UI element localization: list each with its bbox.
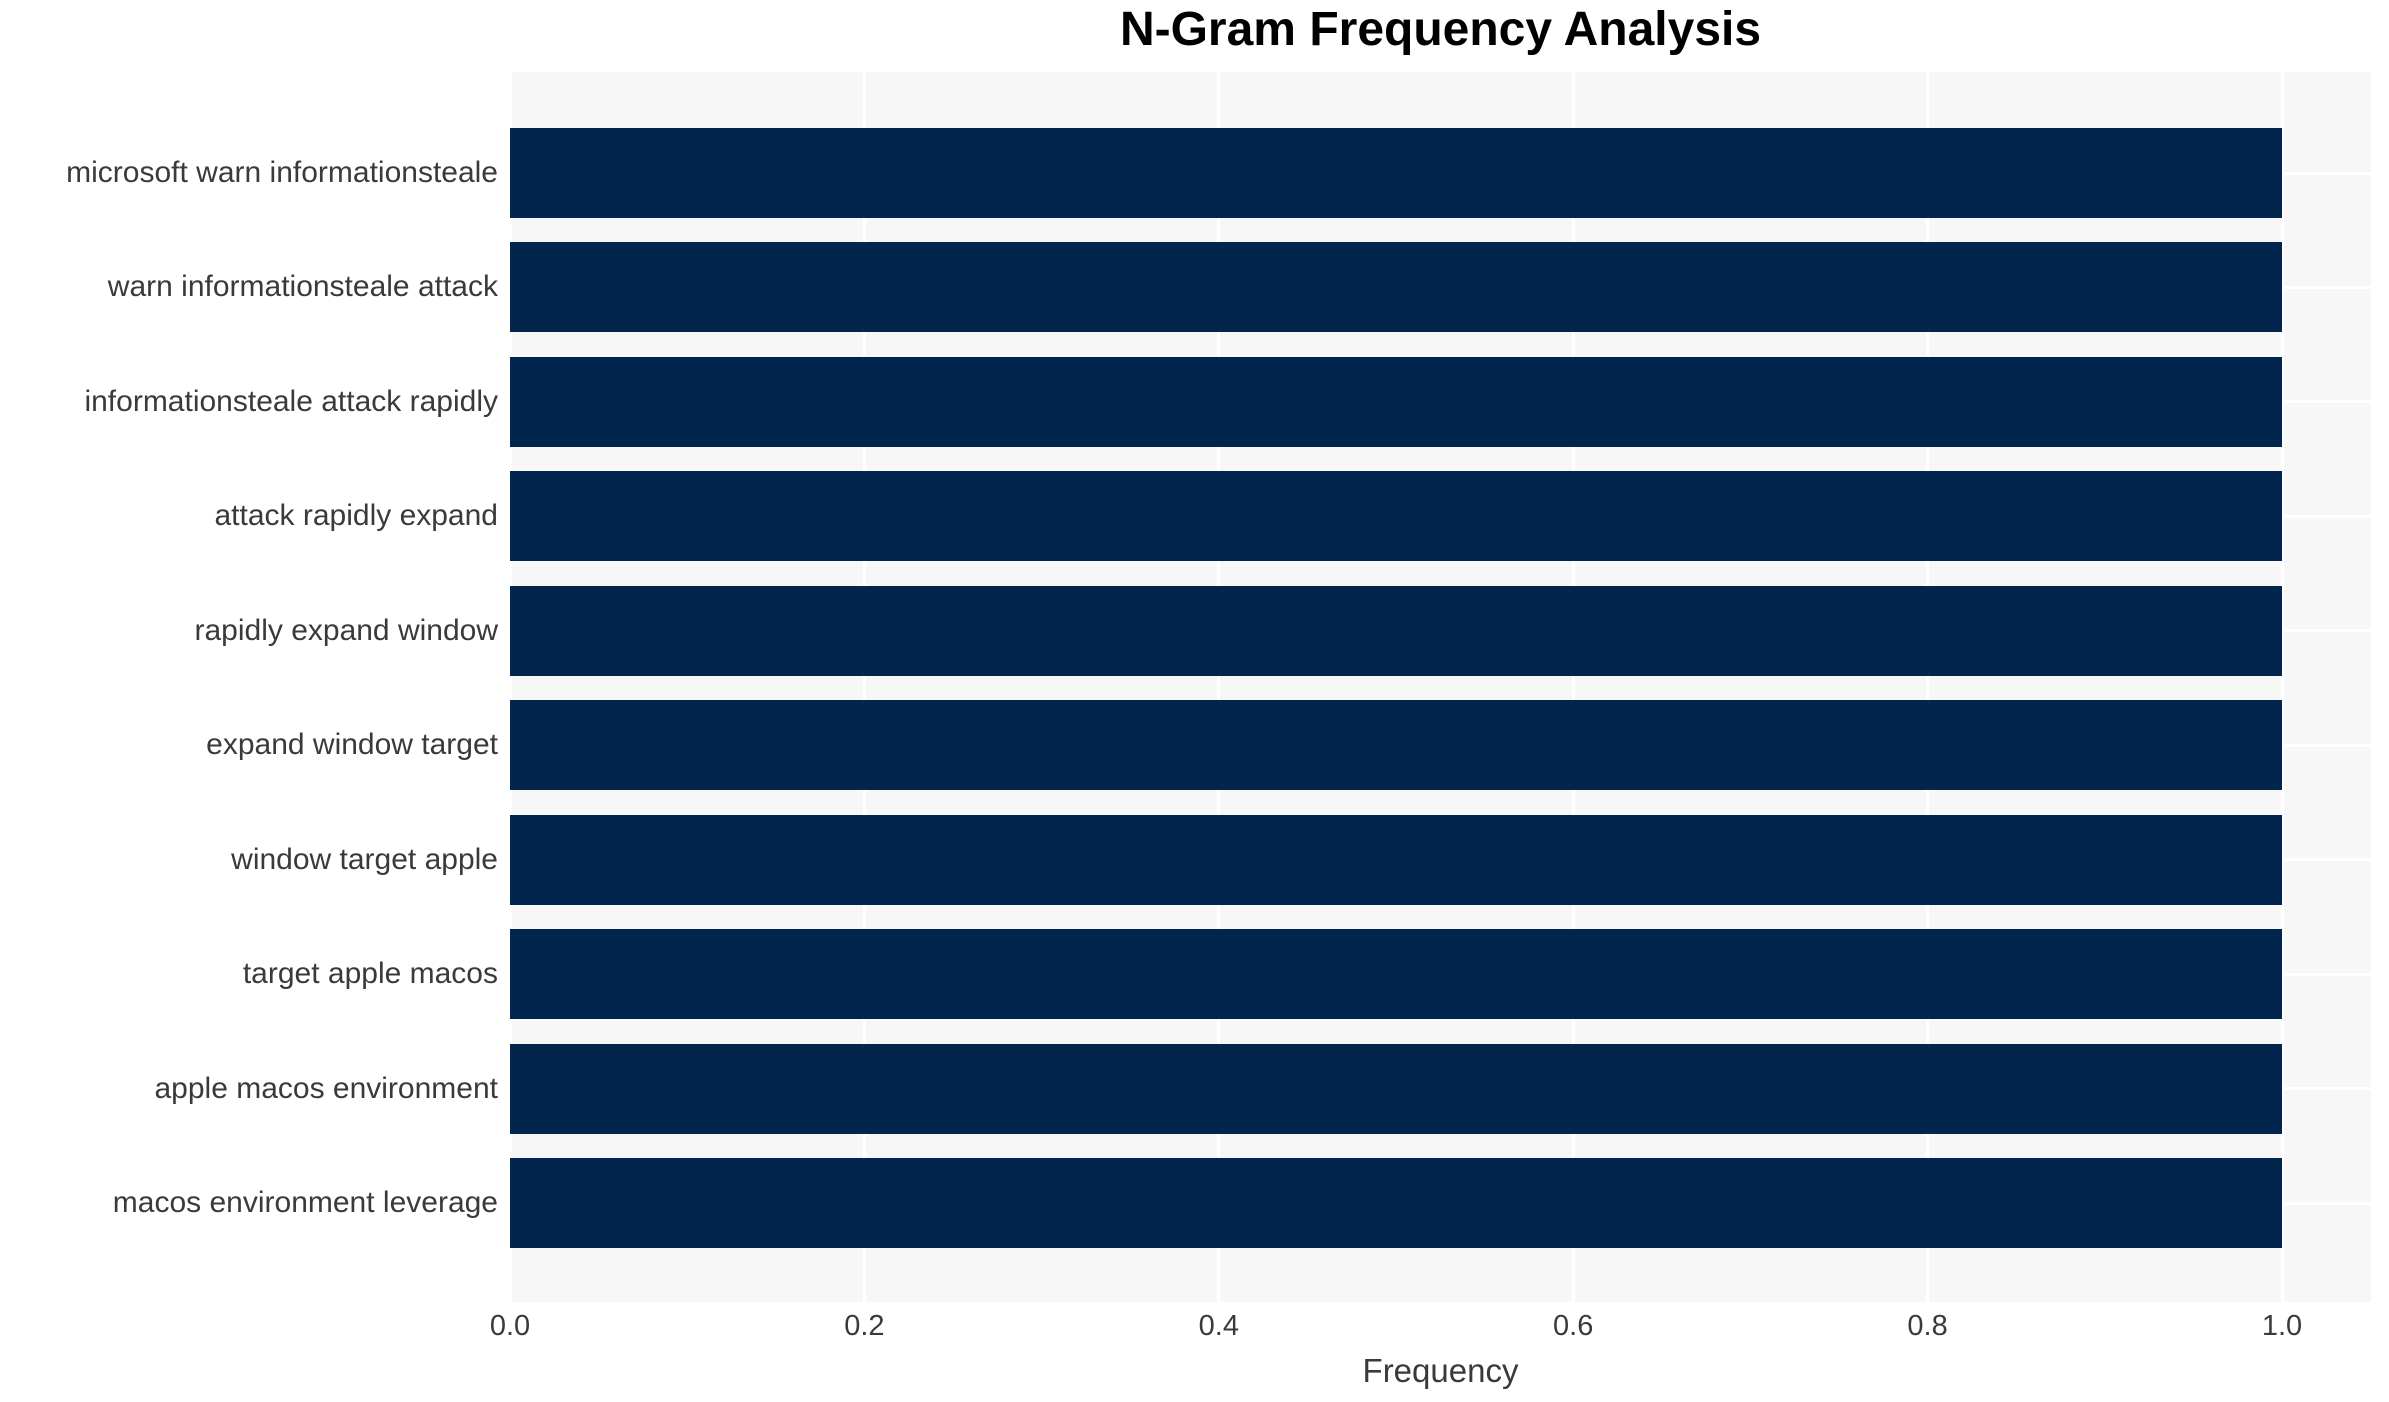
y-axis-label: rapidly expand window: [194, 613, 498, 647]
y-axis-label: target apple macos: [242, 957, 498, 991]
y-axis-label: warn informationsteale attack: [107, 270, 498, 304]
x-tick-label: 0.0: [489, 1310, 531, 1342]
y-axis-label: expand window target: [206, 728, 498, 762]
y-axis-label: macos environment leverage: [112, 1186, 498, 1219]
y-axis-label: window target apple: [231, 842, 498, 876]
x-tick-label: 0.4: [1198, 1310, 1239, 1342]
gridline-vertical: [1217, 72, 1221, 1302]
bar: [510, 242, 2282, 333]
x-tick-label: 1.0: [2261, 1310, 2303, 1342]
gridline-vertical: [508, 72, 512, 1302]
y-axis-label: attack rapidly expand: [214, 499, 498, 533]
gridline-vertical: [862, 72, 866, 1302]
bar: [510, 585, 2282, 676]
bar: [510, 700, 2282, 791]
bar: [510, 1043, 2282, 1134]
y-axis-label: informationsteale attack rapidly: [84, 384, 498, 418]
gridline-vertical: [1571, 72, 1575, 1302]
bar: [510, 929, 2282, 1020]
y-axis-label: microsoft warn informationsteale: [66, 156, 498, 189]
bar: [510, 814, 2282, 905]
gridline-vertical: [1926, 72, 1930, 1302]
bar: [510, 128, 2282, 218]
y-axis-labels: microsoft warn informationsteale warn inf…: [0, 72, 502, 1302]
x-tick-label: 0.8: [1907, 1310, 1948, 1342]
bar: [510, 356, 2282, 447]
y-axis-label: apple macos environment: [154, 1071, 498, 1105]
bar: [510, 1158, 2282, 1248]
chart-title: N-Gram Frequency Analysis: [1119, 3, 1762, 56]
x-axis-title: Frequency: [1362, 1352, 1519, 1389]
plot-area: [508, 72, 2371, 1302]
bar: [510, 471, 2282, 562]
x-tick-label: 0.6: [1553, 1310, 1594, 1342]
x-tick-label: 0.2: [844, 1310, 885, 1342]
gridline-vertical: [2280, 72, 2284, 1302]
